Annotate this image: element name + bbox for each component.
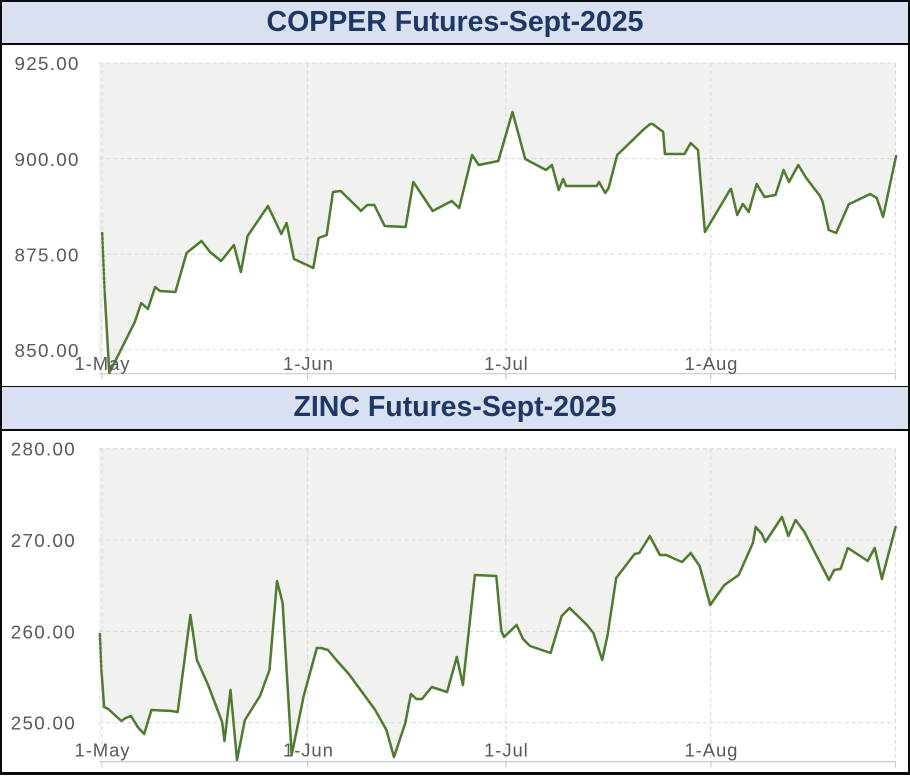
svg-text:1-Jun: 1-Jun — [283, 353, 334, 374]
svg-text:850.00: 850.00 — [15, 340, 80, 361]
svg-text:875.00: 875.00 — [15, 244, 80, 265]
svg-text:280.00: 280.00 — [11, 439, 76, 460]
svg-text:250.00: 250.00 — [11, 713, 76, 734]
svg-text:925.00: 925.00 — [15, 53, 80, 74]
svg-text:270.00: 270.00 — [11, 530, 76, 551]
svg-text:1-Jul: 1-Jul — [484, 739, 529, 760]
svg-text:1-May: 1-May — [75, 353, 131, 374]
svg-text:1-Aug: 1-Aug — [684, 739, 738, 760]
svg-text:1-May: 1-May — [75, 739, 131, 760]
svg-text:900.00: 900.00 — [15, 149, 80, 170]
svg-text:1-Jun: 1-Jun — [283, 739, 334, 760]
svg-text:1-Jul: 1-Jul — [484, 353, 529, 374]
svg-text:1-Aug: 1-Aug — [684, 353, 738, 374]
svg-text:260.00: 260.00 — [11, 621, 76, 642]
